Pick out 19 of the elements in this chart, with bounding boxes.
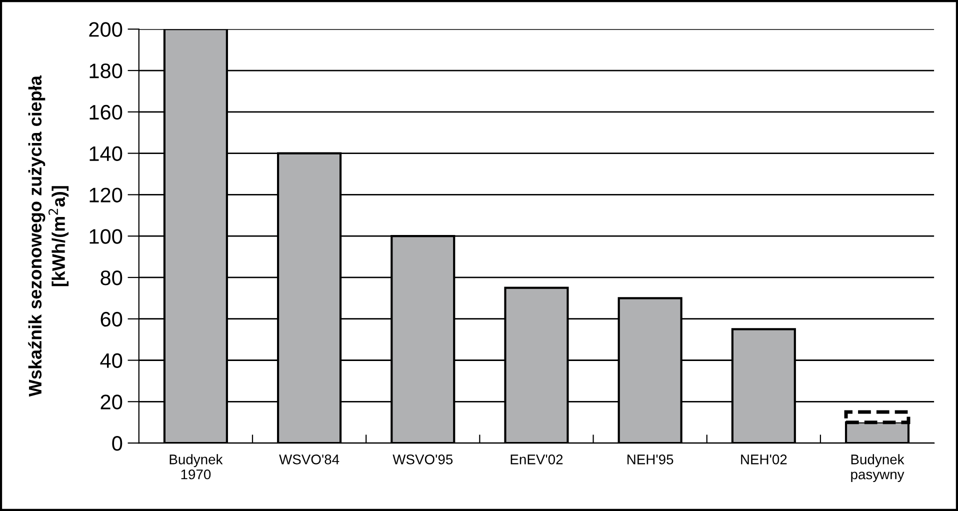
y-tick-label: 0 [112, 436, 122, 451]
y-axis-title: Wskaźnik sezonowego zużycia ciepła [kWh/(m$^{2}$a)] [28, 75, 69, 397]
y-tick-label: 160 [90, 104, 122, 120]
x-tick-label: WSVO'95 [392, 454, 453, 464]
y-tick-label: 140 [90, 146, 122, 162]
y-tick-label: 60 [100, 312, 122, 327]
y-tick-label: 180 [90, 64, 122, 78]
x-tick-label: NEH'02 [741, 454, 787, 464]
x-tick-label: WSVO'84 [279, 454, 340, 464]
y-tick-label: 80 [100, 270, 122, 286]
y-tick-label: 200 [89, 22, 122, 37]
y-tick-label: 120 [90, 188, 122, 202]
x-tick-label: EnEV'02 [510, 454, 563, 464]
x-tick-label: Budynek pasywny [851, 454, 904, 482]
y-tick-label: 40 [100, 353, 122, 368]
y-tick-label: 20 [100, 394, 122, 410]
x-tick-label: Budynek 1970 [170, 454, 223, 480]
x-tick-label: NEH'95 [628, 454, 674, 464]
y-tick-label: 100 [90, 229, 122, 244]
